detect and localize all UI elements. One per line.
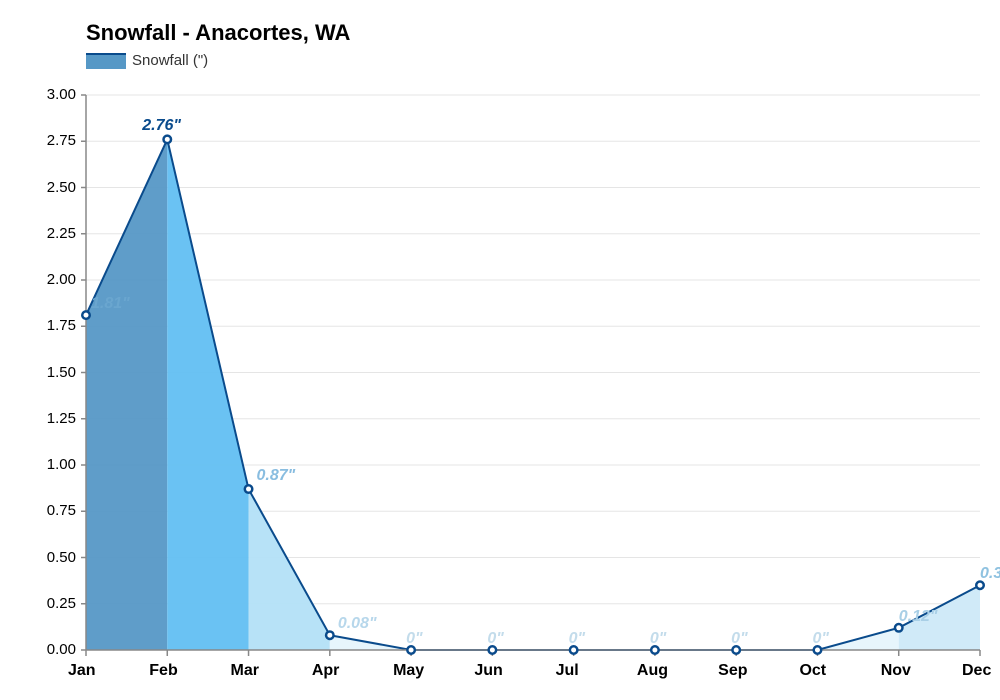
data-point-label: 2.76" (142, 117, 181, 135)
x-tick-label: Apr (312, 662, 340, 680)
y-tick-label: 2.25 (47, 225, 76, 242)
x-tick-label: Jul (556, 662, 579, 680)
data-point-label: 0" (406, 630, 422, 648)
data-point-label: 0.87" (257, 467, 296, 485)
y-tick-label: 2.75 (47, 132, 76, 149)
x-tick-label: Mar (231, 662, 259, 680)
y-tick-label: 1.50 (47, 364, 76, 381)
data-point-label: 1.81" (91, 295, 130, 313)
y-tick-label: 0.75 (47, 502, 76, 519)
data-point-label: 0.12" (899, 608, 938, 626)
data-point-label: 0.08" (338, 615, 377, 633)
snowfall-chart: Snowfall - Anacortes, WA Snowfall (") 0.… (0, 0, 1000, 700)
x-tick-label: Aug (637, 662, 668, 680)
data-point-label: 0" (569, 630, 585, 648)
y-tick-label: 3.00 (47, 86, 76, 103)
y-tick-label: 2.00 (47, 271, 76, 288)
chart-svg (0, 0, 1000, 700)
data-point-label: 0" (731, 630, 747, 648)
y-tick-label: 1.75 (47, 317, 76, 334)
y-tick-label: 1.25 (47, 410, 76, 427)
y-tick-label: 0.50 (47, 549, 76, 566)
x-tick-label: Jan (68, 662, 96, 680)
x-tick-label: Sep (718, 662, 747, 680)
data-point-label: 0" (487, 630, 503, 648)
x-tick-label: Dec (962, 662, 991, 680)
x-tick-label: Nov (881, 662, 911, 680)
data-point-label: 0.35" (980, 565, 1000, 583)
x-tick-label: May (393, 662, 424, 680)
y-tick-label: 1.00 (47, 456, 76, 473)
x-tick-label: Jun (474, 662, 502, 680)
y-tick-label: 2.50 (47, 179, 76, 196)
x-tick-label: Oct (799, 662, 826, 680)
y-tick-label: 0.00 (47, 641, 76, 658)
x-tick-label: Feb (149, 662, 177, 680)
data-point-label: 0" (812, 630, 828, 648)
y-tick-label: 0.25 (47, 595, 76, 612)
data-point-label: 0" (650, 630, 666, 648)
